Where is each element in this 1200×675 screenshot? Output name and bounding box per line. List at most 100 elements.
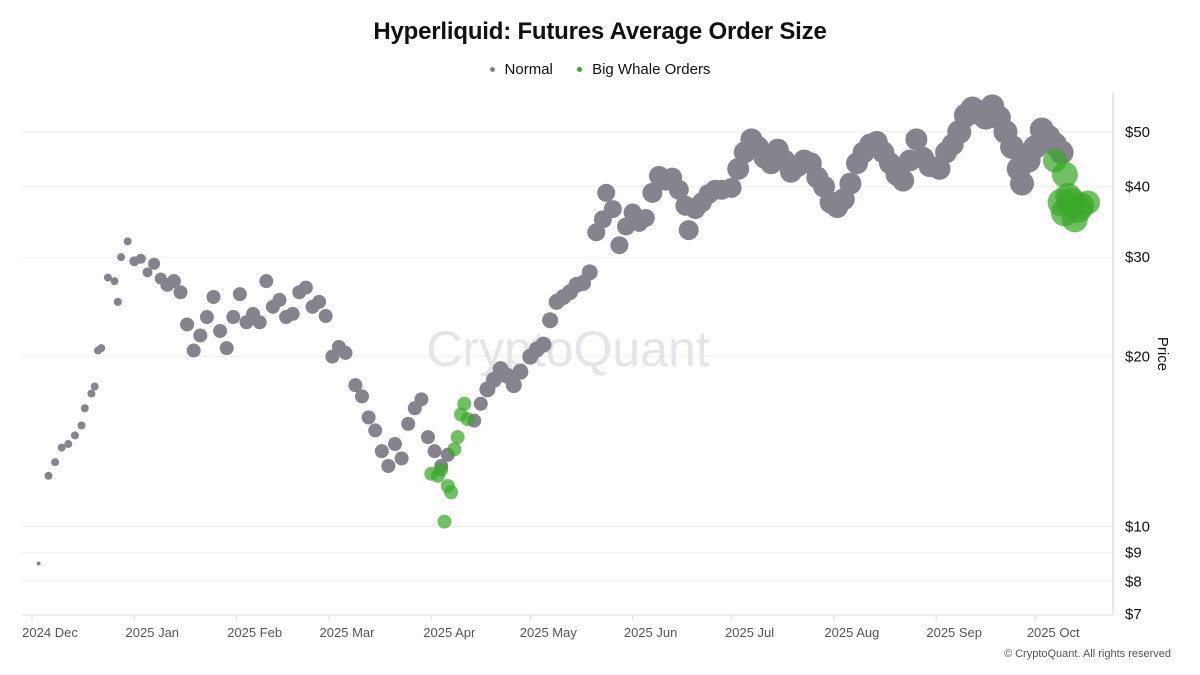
data-point[interactable] — [642, 182, 663, 203]
watermark: CryptoQuant — [426, 321, 710, 377]
data-point[interactable] — [460, 412, 475, 427]
data-point[interactable] — [928, 157, 951, 180]
data-point[interactable] — [394, 451, 409, 466]
data-point[interactable] — [298, 280, 313, 295]
data-point[interactable] — [117, 253, 126, 262]
data-point[interactable] — [90, 382, 99, 391]
data-point[interactable] — [434, 462, 449, 477]
data-point[interactable] — [348, 378, 363, 393]
data-point[interactable] — [535, 336, 552, 353]
data-point[interactable] — [80, 404, 89, 413]
y-tick-label: $8 — [1125, 573, 1142, 590]
data-point[interactable] — [361, 410, 376, 425]
data-point[interactable] — [1051, 161, 1078, 188]
data-point[interactable] — [437, 514, 452, 529]
y-tick-label: $7 — [1125, 606, 1142, 623]
data-point[interactable] — [450, 430, 465, 445]
data-point[interactable] — [374, 444, 389, 459]
data-point[interactable] — [447, 442, 462, 457]
data-point[interactable] — [318, 308, 333, 323]
data-point[interactable] — [166, 274, 181, 289]
data-point[interactable] — [219, 341, 234, 356]
data-point[interactable] — [892, 169, 915, 192]
legend-item-normal[interactable]: Normal — [489, 61, 553, 78]
data-point[interactable] — [64, 440, 73, 449]
data-point[interactable] — [603, 200, 622, 219]
data-point[interactable] — [505, 377, 522, 394]
data-point[interactable] — [905, 128, 928, 151]
data-point[interactable] — [199, 310, 214, 325]
data-point[interactable] — [110, 277, 119, 286]
data-point[interactable] — [180, 317, 195, 332]
data-point[interactable] — [193, 328, 208, 343]
data-point[interactable] — [252, 315, 267, 330]
data-point[interactable] — [414, 392, 429, 407]
y-tick-label: $10 — [1125, 519, 1150, 536]
y-tick-label: $30 — [1125, 249, 1150, 266]
x-tick-label: 2025 Sep — [926, 625, 982, 640]
data-point[interactable] — [123, 237, 132, 246]
data-point[interactable] — [581, 264, 598, 281]
data-point[interactable] — [355, 389, 369, 404]
legend-label-big-whale: Big Whale Orders — [592, 61, 711, 78]
data-point[interactable] — [678, 220, 699, 241]
data-point[interactable] — [381, 459, 396, 474]
data-point[interactable] — [97, 344, 106, 353]
data-point[interactable] — [597, 183, 616, 202]
data-point[interactable] — [401, 416, 416, 431]
data-point[interactable] — [213, 323, 228, 338]
y-axis-ticks: $7 $8 $9 $10 $20 $30 $40 $50 — [1125, 124, 1150, 623]
data-point[interactable] — [610, 236, 629, 255]
data-point[interactable] — [87, 389, 96, 398]
data-point[interactable] — [51, 458, 60, 467]
data-point[interactable] — [427, 444, 442, 459]
data-point[interactable] — [668, 179, 689, 200]
legend-item-big-whale[interactable]: Big Whale Orders — [577, 61, 710, 78]
data-point[interactable] — [57, 443, 66, 452]
data-point[interactable] — [113, 297, 122, 306]
data-point[interactable] — [272, 292, 287, 307]
x-tick-label: 2024 Dec — [22, 625, 78, 640]
data-point[interactable] — [77, 421, 86, 430]
data-point[interactable] — [312, 294, 327, 309]
data-point[interactable] — [444, 485, 459, 500]
data-point[interactable] — [721, 177, 742, 198]
data-point[interactable] — [1010, 171, 1034, 196]
data-point[interactable] — [473, 396, 488, 411]
data-point[interactable] — [421, 430, 435, 445]
data-point[interactable] — [232, 287, 247, 302]
data-point[interactable] — [103, 273, 112, 282]
data-point[interactable] — [457, 396, 472, 411]
data-point[interactable] — [285, 306, 300, 321]
y-tick-label: $50 — [1125, 124, 1150, 141]
legend-dot-normal-icon — [489, 67, 495, 72]
data-point[interactable] — [512, 363, 529, 380]
x-tick-label: 2025 May — [520, 625, 578, 640]
data-point[interactable] — [135, 253, 146, 264]
y-axis-label: Price — [1154, 337, 1171, 371]
legend: Normal Big Whale Orders — [0, 59, 1200, 78]
data-point[interactable] — [259, 274, 274, 289]
data-point[interactable] — [44, 471, 53, 480]
data-point[interactable] — [148, 257, 161, 270]
data-point[interactable] — [388, 437, 402, 452]
x-tick-label: 2025 Jan — [126, 625, 180, 640]
data-point[interactable] — [542, 312, 559, 329]
data-point[interactable] — [36, 561, 41, 566]
chart-title: Hyperliquid: Futures Average Order Size — [373, 18, 827, 45]
data-point[interactable] — [1076, 190, 1100, 215]
data-point[interactable] — [70, 431, 79, 440]
data-point[interactable] — [186, 343, 201, 358]
data-point[interactable] — [173, 285, 188, 300]
data-point[interactable] — [338, 345, 353, 360]
data-point[interactable] — [142, 267, 153, 278]
data-point[interactable] — [636, 208, 655, 227]
data-point[interactable] — [1000, 135, 1025, 160]
data-point[interactable] — [368, 423, 383, 438]
data-point[interactable] — [839, 172, 862, 195]
data-point[interactable] — [226, 310, 241, 325]
x-tick-label: 2025 Oct — [1027, 625, 1080, 640]
data-point[interactable] — [727, 157, 750, 180]
data-point[interactable] — [206, 290, 221, 305]
series-big-whale — [424, 148, 1100, 529]
